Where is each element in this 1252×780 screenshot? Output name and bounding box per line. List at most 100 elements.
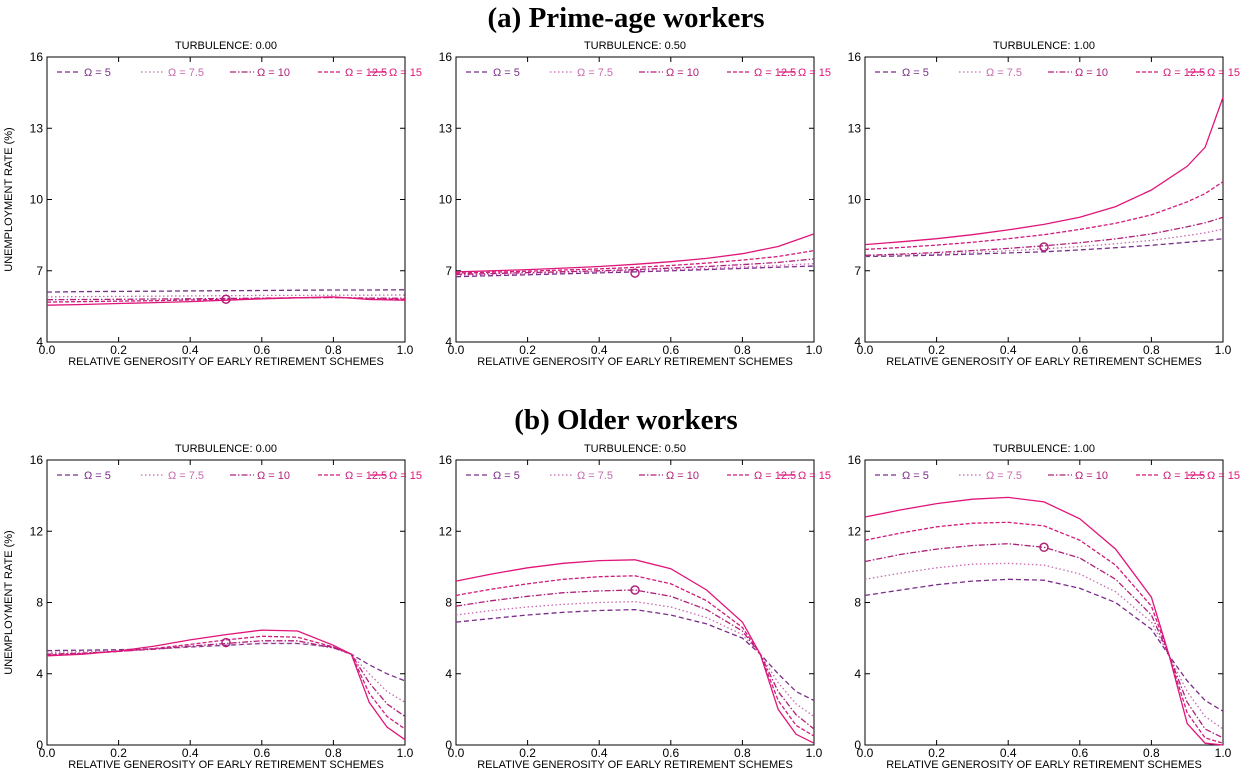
series-line-1 [864, 578, 1224, 712]
x-tick-label: 1.0 [1215, 343, 1232, 357]
y-tick-label: 13 [30, 121, 44, 135]
y-tick-label: 4 [36, 335, 43, 349]
y-tick-label: 12 [439, 524, 453, 538]
series-line-3 [864, 543, 1224, 739]
y-tick-label: 4 [445, 667, 452, 681]
series-line-2 [46, 642, 406, 703]
legend: Ω = 5 Ω = 7.5 Ω = 10 Ω = 12.5 Ω = 15 [875, 470, 1240, 482]
y-tick-label: 10 [439, 193, 453, 207]
x-tick-label: 0.4 [591, 746, 608, 760]
legend-label: Ω = 15 [389, 67, 422, 79]
legend-label: Ω = 12.5 [754, 470, 796, 482]
y-axis-label: UNEMPLOYMENT RATE (%) [3, 127, 15, 271]
x-tick-label: 0.8 [325, 746, 342, 760]
x-axis-label: RELATIVE GENEROSITY OF EARLY RETIREMENT … [68, 759, 384, 771]
x-axis-label: RELATIVE GENEROSITY OF EARLY RETIREMENT … [477, 759, 793, 771]
x-tick-label: 0.0 [857, 746, 874, 760]
series-line-3 [455, 589, 815, 730]
benchmark-marker [1039, 242, 1049, 252]
x-tick-label: 0.0 [39, 343, 56, 357]
series-line-1 [46, 289, 406, 293]
y-tick-label: 0 [36, 738, 43, 752]
y-tick-label: 8 [445, 596, 452, 610]
legend-label: Ω = 5 [493, 67, 520, 79]
series-line-5 [46, 629, 406, 741]
plot-frame [864, 459, 1224, 746]
y-tick-label: 4 [854, 667, 861, 681]
y-tick-label: 8 [36, 596, 43, 610]
x-tick-label: 0.4 [1000, 343, 1017, 357]
y-tick-label: 8 [854, 596, 861, 610]
legend: Ω = 5 Ω = 7.5 Ω = 10 Ω = 12.5 Ω = 15 [57, 470, 422, 482]
y-tick-label: 7 [854, 264, 861, 278]
x-tick-label: 0.0 [857, 343, 874, 357]
y-tick-label: 13 [439, 121, 453, 135]
section-title-older: (b) Older workers [514, 404, 737, 436]
panel-title: TURBULENCE: 1.00 [993, 443, 1095, 455]
panel-title: TURBULENCE: 0.50 [584, 40, 686, 52]
series-line-3 [455, 258, 815, 275]
x-tick-label: 0.2 [110, 746, 127, 760]
benchmark-marker [630, 585, 640, 595]
y-tick-label: 16 [848, 50, 862, 64]
series-line-5 [455, 233, 815, 273]
y-tick-label: 16 [30, 50, 44, 64]
x-tick-label: 0.2 [110, 343, 127, 357]
legend-label: Ω = 10 [257, 67, 290, 79]
legend-label: Ω = 10 [1075, 470, 1108, 482]
x-tick-label: 1.0 [806, 343, 823, 357]
legend-label: Ω = 7.5 [986, 67, 1022, 79]
x-tick-label: 0.6 [1071, 343, 1088, 357]
x-tick-label: 0.8 [1143, 343, 1160, 357]
x-tick-label: 1.0 [397, 343, 414, 357]
series-line-5 [455, 559, 815, 744]
series-line-5 [864, 496, 1224, 746]
benchmark-marker [630, 268, 640, 278]
series-line-2 [864, 228, 1224, 257]
x-tick-label: 0.0 [39, 746, 56, 760]
y-tick-label: 12 [30, 524, 44, 538]
y-tick-label: 0 [854, 738, 861, 752]
legend-label: Ω = 7.5 [986, 470, 1022, 482]
series-line-3 [864, 216, 1224, 256]
x-tick-label: 0.8 [734, 746, 751, 760]
series-line-1 [455, 265, 815, 278]
legend-label: Ω = 10 [666, 470, 699, 482]
y-tick-label: 4 [445, 335, 452, 349]
x-tick-label: 1.0 [397, 746, 414, 760]
x-tick-label: 0.8 [1143, 746, 1160, 760]
legend-label: Ω = 10 [257, 470, 290, 482]
legend-label: Ω = 15 [798, 67, 831, 79]
benchmark-marker [221, 294, 231, 304]
legend-label: Ω = 5 [84, 67, 111, 79]
y-tick-label: 7 [36, 264, 43, 278]
x-tick-label: 0.4 [182, 343, 199, 357]
y-tick-label: 0 [445, 738, 452, 752]
x-tick-label: 0.2 [519, 343, 536, 357]
chart-panel-2: TURBULENCE: 0.50 0.0 0.2 0.4 0.6 0.8 1.0 4 7 10 13… [439, 40, 831, 368]
legend-label: Ω = 12.5 [1163, 470, 1205, 482]
series-line-3 [46, 296, 406, 301]
x-tick-label: 0.2 [928, 343, 945, 357]
series-line-4 [46, 635, 406, 730]
x-tick-label: 1.0 [1215, 746, 1232, 760]
plot-frame [864, 56, 1224, 343]
legend-label: Ω = 7.5 [168, 67, 204, 79]
x-axis-label: RELATIVE GENEROSITY OF EARLY RETIREMENT … [886, 356, 1202, 368]
legend-label: Ω = 12.5 [754, 67, 796, 79]
legend-label: Ω = 5 [902, 470, 929, 482]
chart-panel-6: TURBULENCE: 1.00 0.0 0.2 0.4 0.6 0.8 1.0 0 4 8 12 1… [848, 443, 1240, 771]
legend-label: Ω = 10 [666, 67, 699, 79]
series-line-4 [864, 181, 1224, 251]
x-tick-label: 0.6 [253, 343, 270, 357]
y-tick-label: 10 [30, 193, 44, 207]
y-tick-label: 13 [848, 121, 862, 135]
y-tick-label: 12 [848, 524, 862, 538]
panel-title: TURBULENCE: 0.00 [175, 443, 277, 455]
y-tick-label: 16 [848, 453, 862, 467]
legend-label: Ω = 15 [1207, 67, 1240, 79]
x-tick-label: 0.6 [662, 343, 679, 357]
x-tick-label: 0.4 [591, 343, 608, 357]
legend-label: Ω = 5 [902, 67, 929, 79]
benchmark-marker [221, 637, 231, 648]
